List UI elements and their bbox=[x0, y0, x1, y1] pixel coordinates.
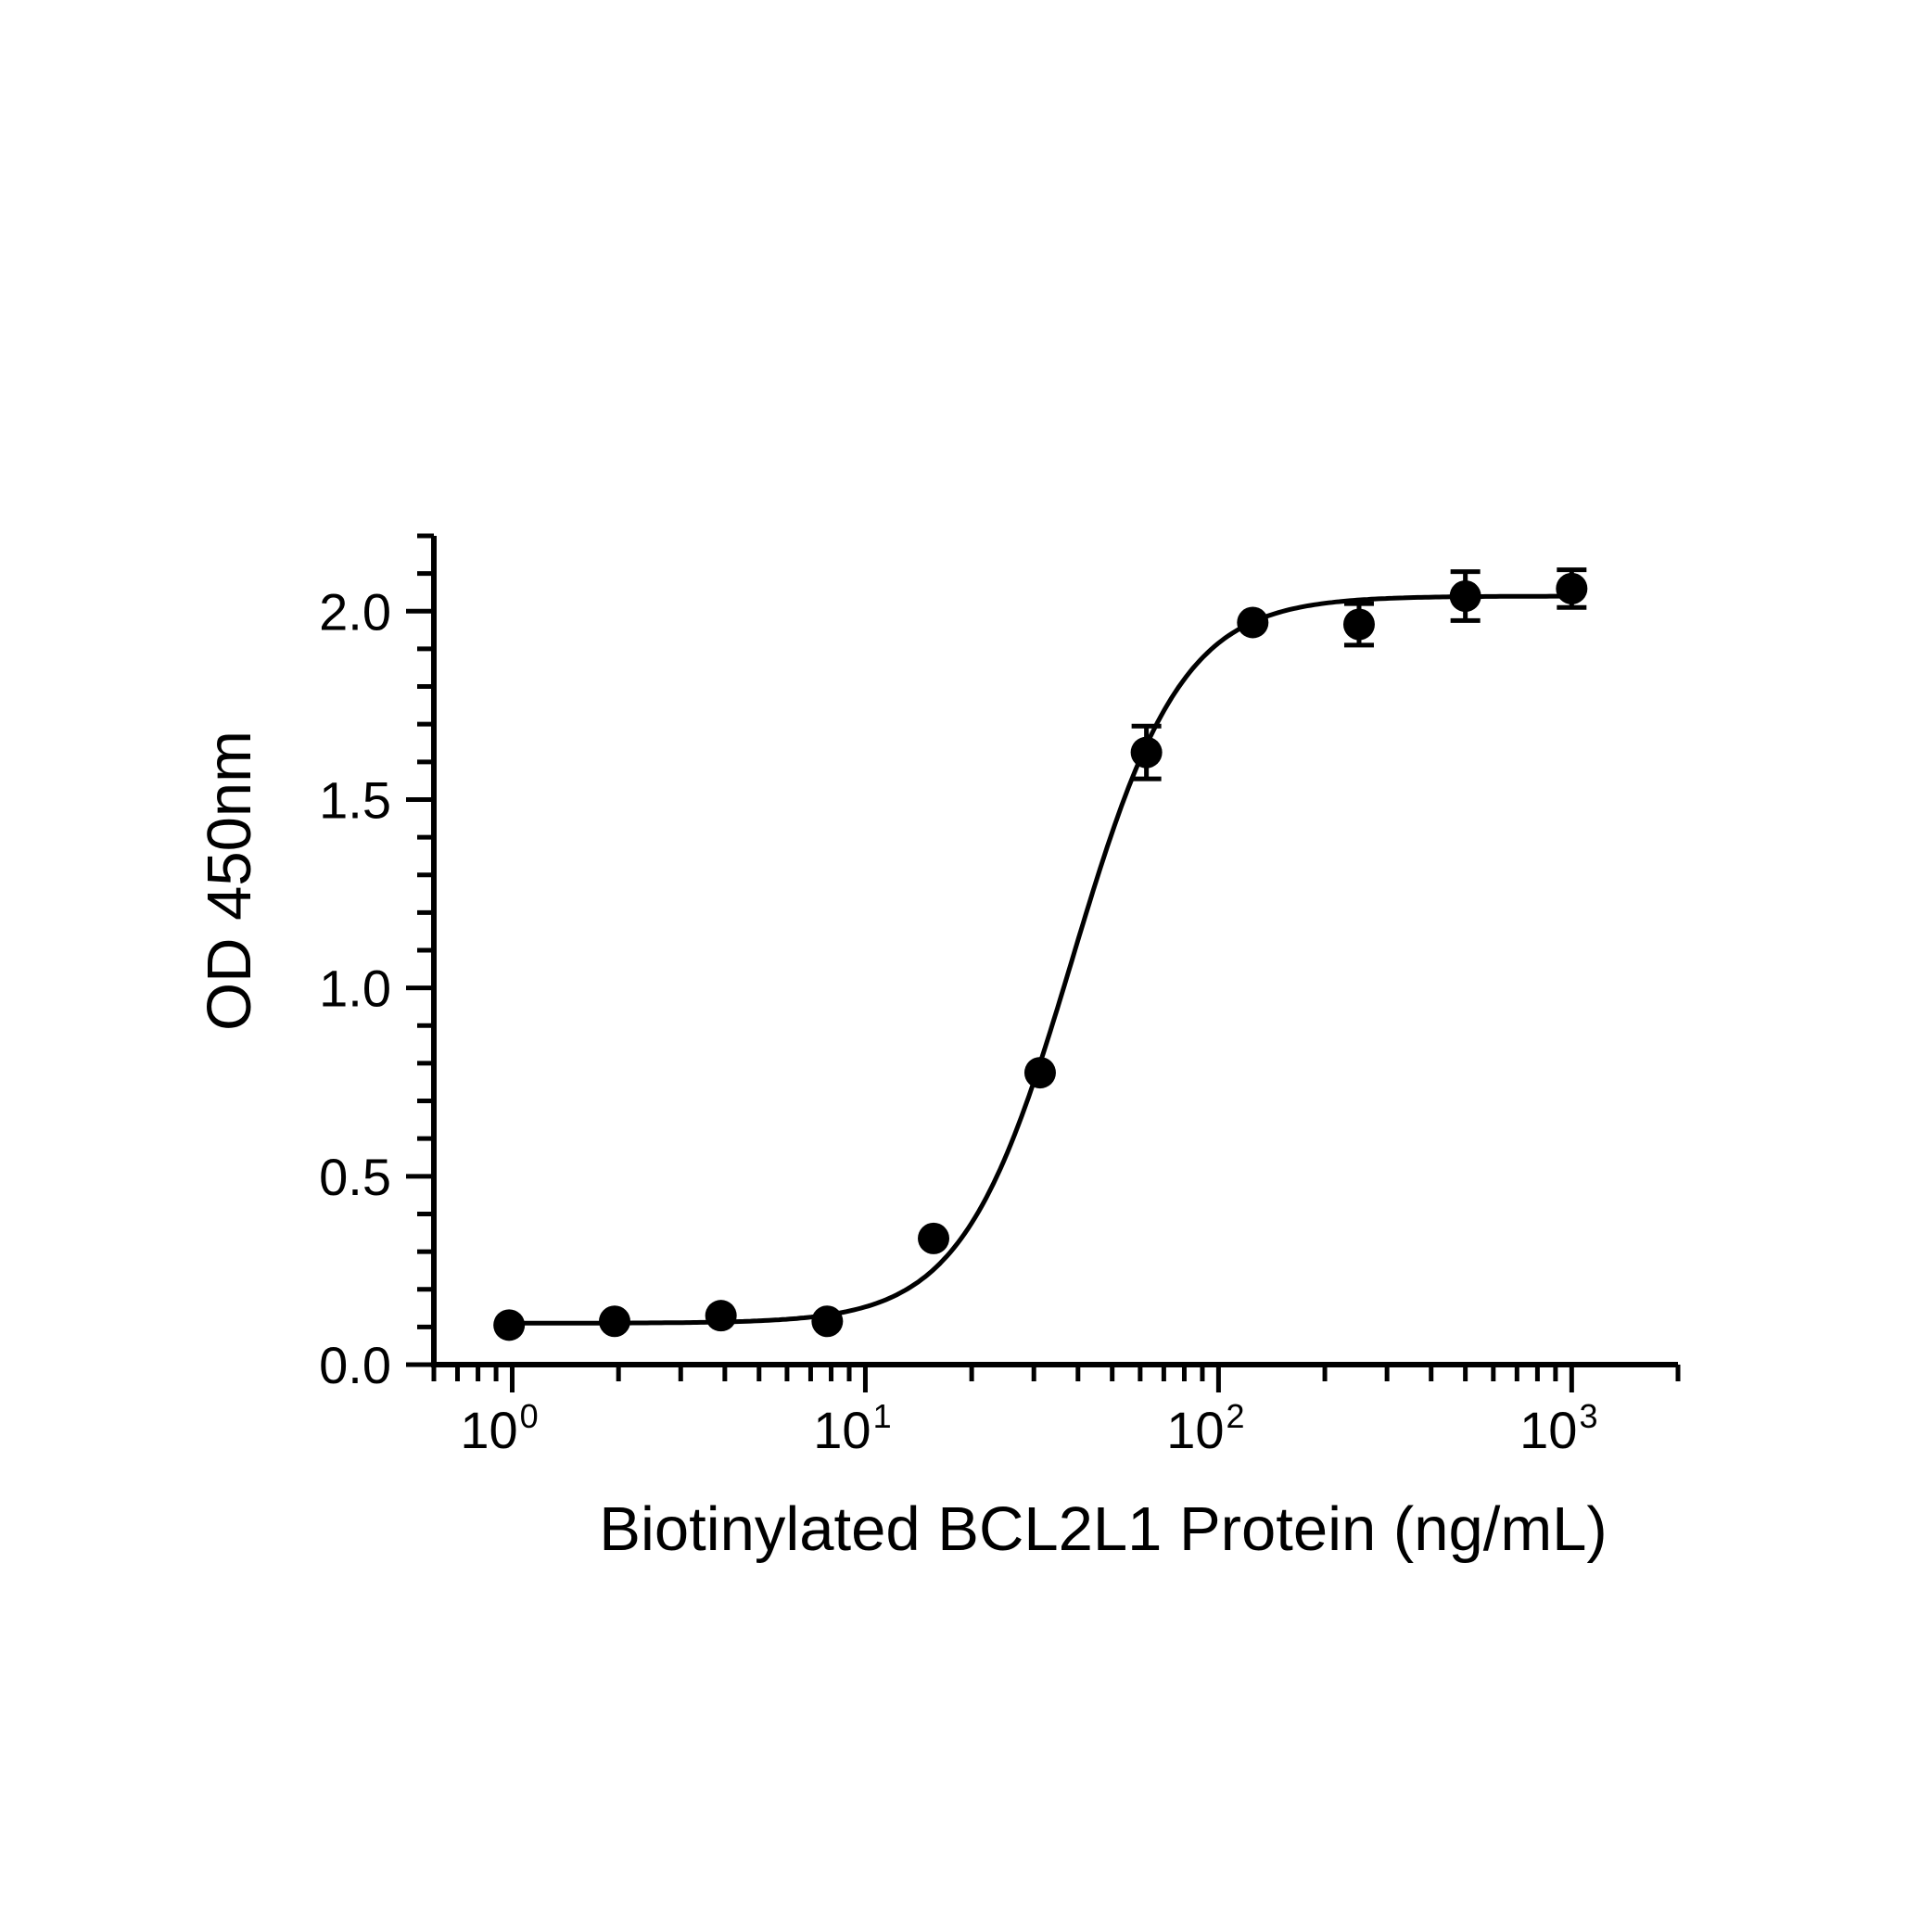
data-point bbox=[598, 1305, 630, 1338]
y-tick-label: 0.5 bbox=[319, 1148, 391, 1206]
data-point bbox=[1130, 736, 1163, 769]
x-tick-label: 102 bbox=[1166, 1397, 1244, 1459]
x-axis-title: Biotinylated BCL2L1 Protein (ng/mL) bbox=[599, 1494, 1607, 1564]
y-tick-label: 0.0 bbox=[319, 1336, 391, 1394]
x-tick-exponent: 1 bbox=[873, 1397, 892, 1435]
x-tick-label: 100 bbox=[460, 1397, 538, 1459]
x-tick-exponent: 0 bbox=[520, 1397, 539, 1435]
x-tick-label: 101 bbox=[813, 1397, 891, 1459]
data-point bbox=[918, 1222, 950, 1254]
fit-curve bbox=[504, 593, 1575, 1326]
plot-marks bbox=[493, 567, 1588, 1341]
x-tick-label: 103 bbox=[1519, 1397, 1597, 1459]
data-point bbox=[1342, 608, 1375, 641]
x-tick-exponent: 3 bbox=[1579, 1397, 1597, 1435]
data-point bbox=[1023, 1057, 1056, 1089]
data-point bbox=[705, 1300, 737, 1332]
y-tick-label: 1.5 bbox=[319, 770, 391, 829]
data-point bbox=[811, 1305, 844, 1338]
y-tick-label: 1.0 bbox=[319, 960, 391, 1018]
data-point bbox=[1556, 572, 1588, 604]
data-point bbox=[1237, 606, 1269, 639]
data-point bbox=[1449, 580, 1481, 613]
x-tick-exponent: 2 bbox=[1227, 1397, 1245, 1435]
y-axis-title: OD 450nm bbox=[195, 731, 264, 1031]
y-tick-label: 2.0 bbox=[319, 582, 391, 641]
data-point bbox=[493, 1309, 526, 1341]
